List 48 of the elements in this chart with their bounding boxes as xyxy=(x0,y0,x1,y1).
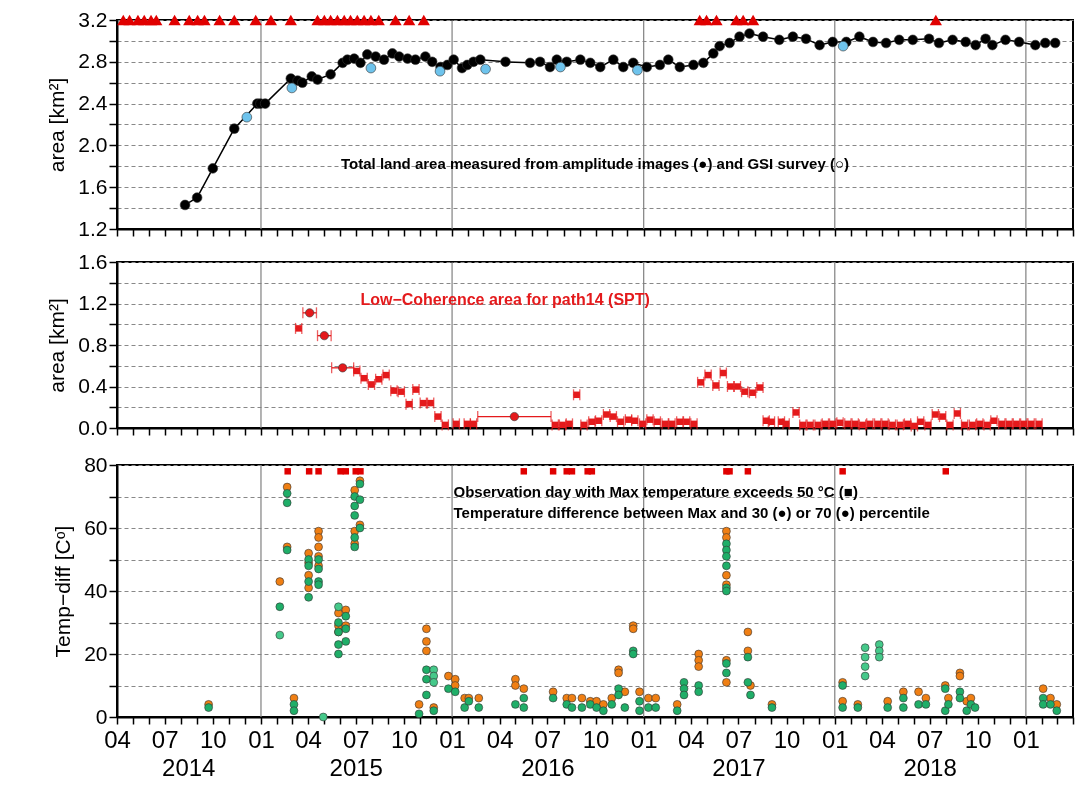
x-tick-label: 01 xyxy=(630,725,658,753)
y-tick-label: 2.0 xyxy=(78,132,108,156)
x-tick-label: 07 xyxy=(725,725,753,753)
x-tick-label: 04 xyxy=(486,725,514,753)
x-tick-label: 10 xyxy=(964,725,992,753)
x2-tick-label: 2017 xyxy=(712,754,766,781)
annotation: Observation day with Max temperature exceeds 50 °C (■) xyxy=(453,482,858,500)
x2-tick-label: 2015 xyxy=(329,754,383,781)
y-tick-label: 2.4 xyxy=(78,91,108,115)
x-tick-label: 01 xyxy=(1013,725,1040,753)
x-tick-label: 04 xyxy=(677,725,705,753)
annotation: Temperature difference between Max and 30 (●) or 70 (●) percentile xyxy=(453,503,930,521)
x-tick-label: 10 xyxy=(582,725,610,753)
x2-tick-label: 2018 xyxy=(903,754,957,781)
y-tick-label: 3.2 xyxy=(78,7,108,31)
annotation: Total land area measured from amplitude images (●) and GSI survey (○) xyxy=(341,155,849,173)
x-tick-label: 04 xyxy=(295,725,322,753)
x-tick-label: 10 xyxy=(391,725,418,753)
y-tick-label: 0 xyxy=(95,704,108,728)
x-tick-label: 01 xyxy=(821,725,849,753)
y-tick-label: 0.4 xyxy=(78,374,108,397)
x-tick-label: 07 xyxy=(534,725,562,753)
x-tick-label: 04 xyxy=(869,725,896,753)
x-tick-label: 01 xyxy=(439,725,466,753)
y-tick-label: 40 xyxy=(84,578,108,602)
x-tick-label: 10 xyxy=(773,725,801,753)
y-tick-label: 1.2 xyxy=(78,216,108,240)
x-tick-label: 07 xyxy=(151,725,179,753)
x-tick-label: 04 xyxy=(104,725,131,753)
text: Low−Coherence area for path14 (SPT) xyxy=(360,291,650,309)
x2-tick-label: 2014 xyxy=(162,754,216,781)
y-tick-label: 1.6 xyxy=(78,174,108,198)
y-axis-title: Temp−diff [Cᵒ] xyxy=(51,525,75,658)
y-tick-label: 0.0 xyxy=(78,415,108,439)
y-tick-label: 60 xyxy=(84,515,108,539)
y-tick-label: 80 xyxy=(84,452,108,476)
y-axis-title: area [km²] xyxy=(45,298,69,393)
x2-tick-label: 2016 xyxy=(521,754,575,781)
y-tick-label: 20 xyxy=(84,641,108,665)
y-tick-label: 0.8 xyxy=(78,332,108,356)
x-tick-label: 10 xyxy=(199,725,227,753)
y-tick-label: 2.8 xyxy=(78,49,108,73)
y-tick-label: 1.6 xyxy=(78,249,108,273)
x-tick-label: 07 xyxy=(342,725,370,753)
x-tick-label: 01 xyxy=(248,725,275,753)
x-tick-label: 07 xyxy=(916,725,944,753)
y-tick-label: 1.2 xyxy=(78,291,108,314)
y-axis-title: area [km²] xyxy=(45,77,69,173)
